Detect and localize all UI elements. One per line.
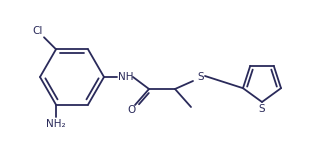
Text: S: S	[259, 104, 265, 114]
Text: NH: NH	[118, 72, 134, 82]
Text: O: O	[127, 105, 135, 115]
Text: Cl: Cl	[33, 26, 43, 36]
Text: S: S	[198, 72, 204, 82]
Text: NH₂: NH₂	[46, 119, 66, 129]
